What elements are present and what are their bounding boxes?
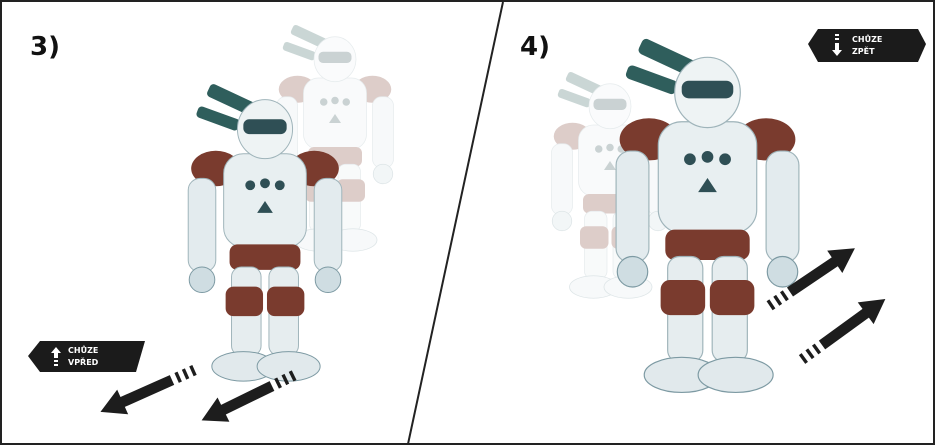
badge-text: ZPĚT <box>852 45 875 56</box>
badge-text: CHŮZE <box>68 344 98 355</box>
divider <box>407 1 504 445</box>
badge: CHŮZE VPŘED <box>28 341 145 372</box>
badge: CHŮZE ZPĚT <box>808 29 926 62</box>
badge-text: VPŘED <box>68 356 99 367</box>
badge-text: CHŮZE <box>852 33 882 44</box>
step-label: 3) <box>30 32 60 62</box>
step-label: 4) <box>520 32 550 62</box>
